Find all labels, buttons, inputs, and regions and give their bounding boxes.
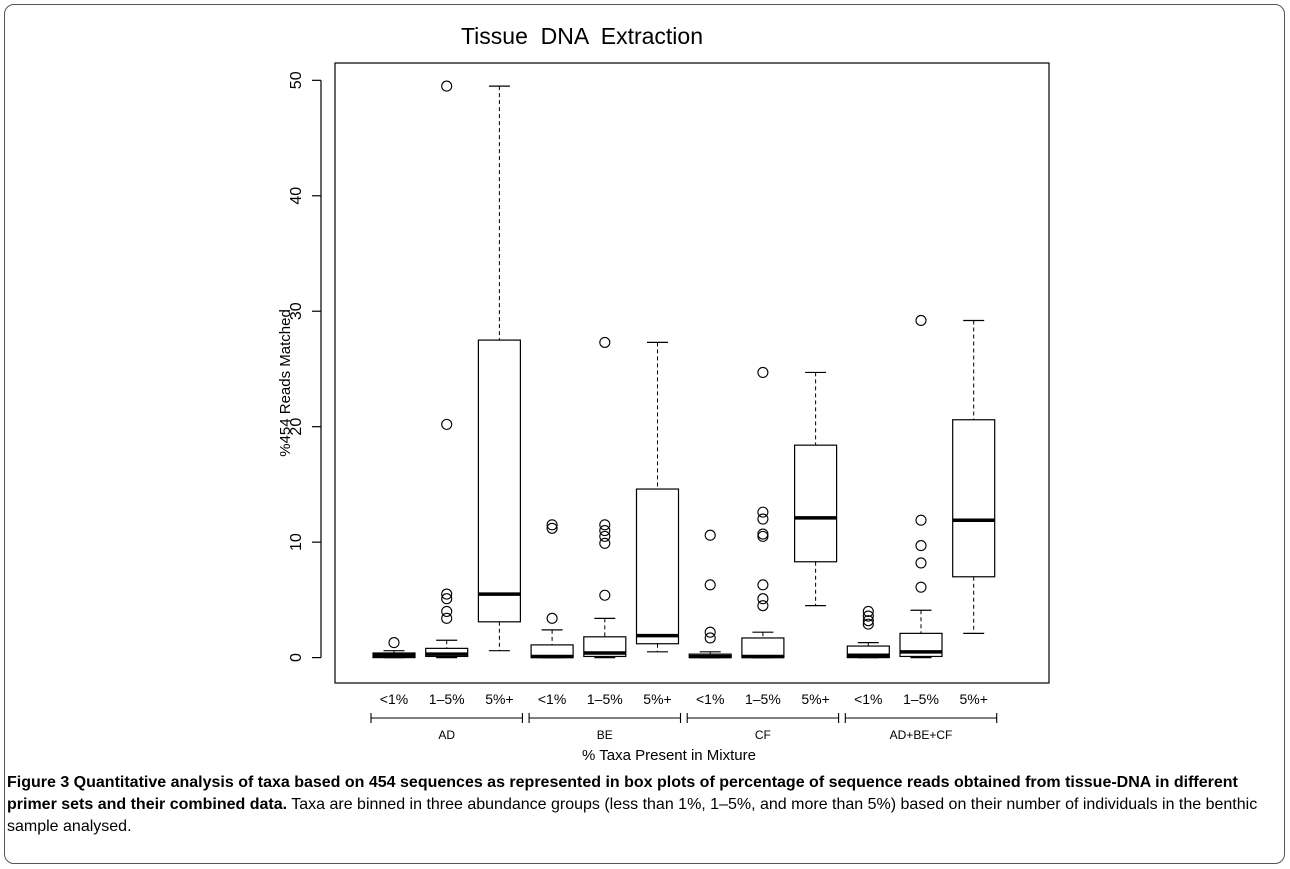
box-CF-<1% [688, 529, 732, 659]
outlier-point [599, 336, 611, 348]
y-tick-label: 40 [288, 187, 305, 205]
box-BE-1–5% [583, 336, 627, 659]
outlier-point [441, 605, 453, 617]
outlier-point [862, 618, 874, 630]
y-tick-label: 0 [288, 653, 305, 662]
group-label: AD [438, 728, 455, 742]
chart-title: Tissue DNA Extraction [461, 23, 703, 49]
outlier-point [546, 519, 558, 531]
outlier-point [599, 530, 611, 542]
box-AD+BE+CF-1–5% [899, 314, 943, 659]
outlier-point [441, 80, 453, 92]
box-iqr [793, 444, 838, 563]
outlier-point [599, 537, 611, 549]
box-iqr [635, 488, 680, 645]
box-AD-1–5% [425, 80, 469, 659]
x-axis-label: % Taxa Present in Mixture [582, 747, 756, 764]
outlier-point [862, 615, 874, 627]
group-label: AD+BE+CF [890, 728, 953, 742]
box-iqr [741, 637, 785, 659]
box-CF-5%+ [793, 371, 838, 607]
outlier-point [915, 514, 927, 526]
outlier-point [757, 366, 769, 378]
caption-label: Figure 3 Quantitative analysis of taxa b… [7, 774, 1238, 813]
outlier-point [915, 581, 927, 593]
figure-frame [4, 4, 1285, 864]
box-AD+BE+CF-<1% [846, 605, 890, 659]
caption-text: Taxa are binned in three abundance group… [7, 796, 1258, 835]
box-AD-<1% [372, 637, 416, 659]
outlier-point [704, 529, 716, 541]
outlier-point [388, 637, 400, 649]
outlier-point [862, 605, 874, 617]
y-tick-label: 30 [288, 302, 305, 320]
outlier-point [915, 540, 927, 552]
outlier-point [441, 588, 453, 600]
group-label: BE [597, 728, 613, 742]
outlier-point [599, 519, 611, 531]
box-BE-5%+ [635, 341, 680, 653]
outlier-point [546, 612, 558, 624]
outlier-point [441, 612, 453, 624]
box-plot-chart: Tissue DNA Extraction 0 10 20 30 40 50 <1% 1–5… [277, 23, 1050, 764]
outlier-point [441, 418, 453, 430]
x-tick-label: <1% [538, 691, 566, 707]
box-iqr [952, 419, 996, 578]
outlier-point [915, 314, 927, 327]
outlier-point [704, 632, 716, 644]
group-label: CF [755, 728, 771, 742]
x-tick-label: 1–5% [429, 691, 465, 707]
x-tick-label: 1–5% [745, 691, 781, 707]
x-tick-label: <1% [696, 691, 724, 707]
outlier-point [441, 593, 453, 605]
box-AD+BE+CF-5%+ [952, 319, 996, 634]
x-tick-label: 5%+ [485, 691, 513, 707]
plot-area-border [334, 62, 1050, 684]
outlier-point [757, 579, 769, 591]
outlier-point [757, 528, 769, 540]
y-tick-label: 10 [288, 533, 305, 551]
outlier-point [546, 522, 558, 534]
outlier-point [757, 600, 769, 612]
y-axis: 0 10 20 30 40 50 [288, 71, 322, 662]
x-tick-label: 5%+ [801, 691, 829, 707]
box-iqr [846, 645, 890, 659]
box-BE-<1% [530, 519, 574, 659]
x-tick-label: 5%+ [643, 691, 671, 707]
outlier-point [599, 525, 611, 537]
x-tick-label: 1–5% [903, 691, 939, 707]
outlier-point [757, 530, 769, 542]
outlier-point [704, 579, 716, 591]
y-axis-label: %454 Reads Matched [277, 309, 294, 457]
outlier-point [599, 589, 611, 601]
x-tick-label: 1–5% [587, 691, 623, 707]
box-series [372, 80, 996, 659]
outlier-point [915, 557, 927, 569]
y-tick-label: 50 [288, 71, 305, 89]
outlier-point [757, 593, 769, 605]
outlier-point [757, 513, 769, 525]
y-tick-label: 20 [288, 418, 305, 436]
x-tick-label: 5%+ [959, 691, 987, 707]
box-AD-5%+ [477, 85, 521, 652]
outlier-point [862, 610, 874, 622]
x-tick-label: <1% [854, 691, 882, 707]
outlier-point [757, 506, 769, 518]
box-CF-1–5% [741, 366, 785, 659]
x-axis: <1% 1–5% 5%+ AD <1% 1–5% 5%+ BE <1% 1–5% 5%+ CF <1% 1… [370, 691, 998, 742]
x-tick-label: <1% [380, 691, 408, 707]
box-iqr [477, 339, 521, 623]
figure-caption: Figure 3 Quantitative analysis of taxa b… [7, 772, 1279, 838]
outlier-point [704, 626, 716, 638]
